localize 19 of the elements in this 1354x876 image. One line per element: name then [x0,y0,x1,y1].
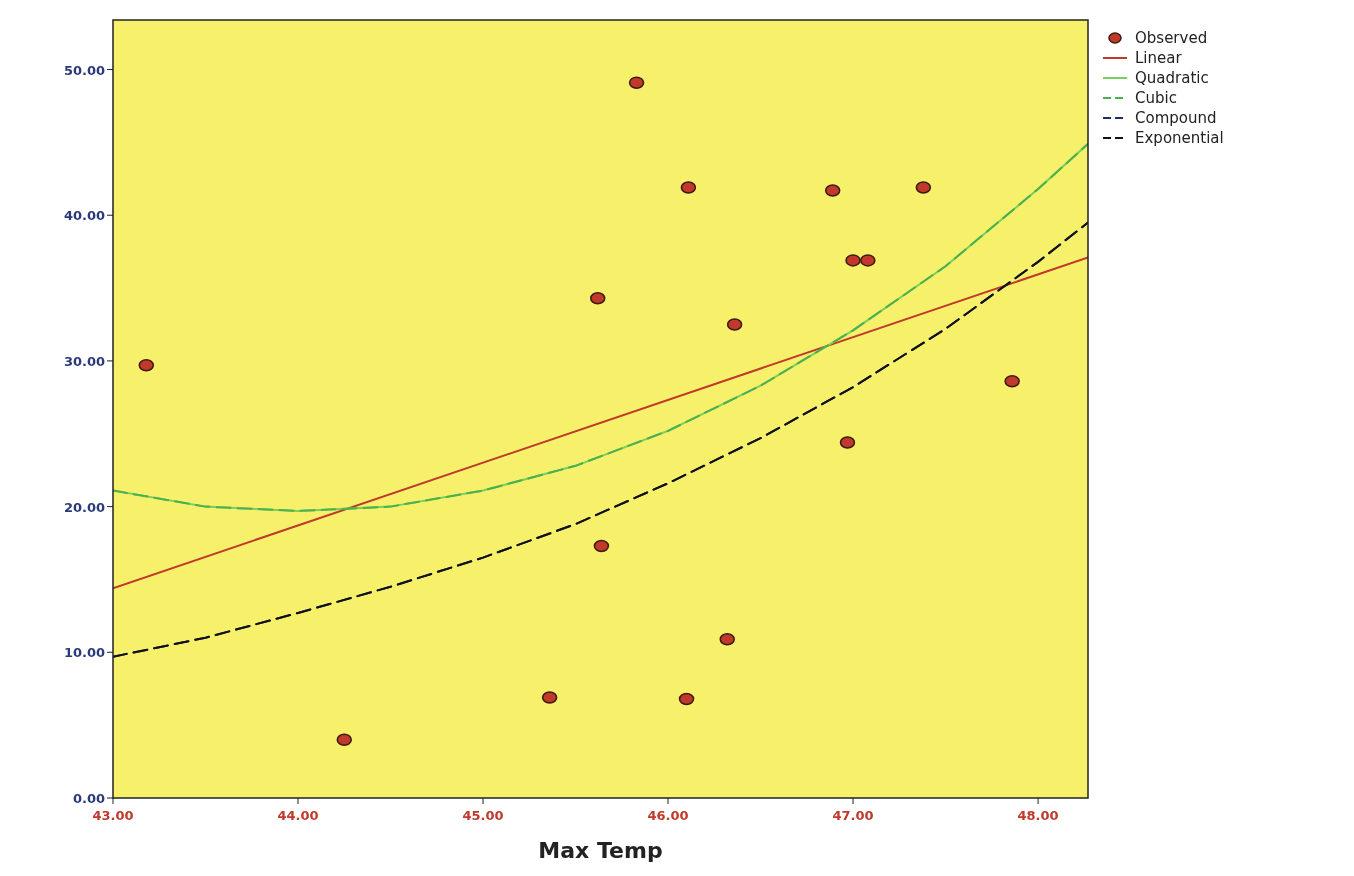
legend-label: Quadratic [1135,69,1209,87]
x-tick-label: 45.00 [462,808,504,823]
y-tick-label: 10.00 [63,645,105,661]
x-tick-label: 47.00 [832,808,874,823]
y-tick-label: 40.00 [63,208,105,224]
x-tick-label: 46.00 [647,808,689,823]
legend-label: Linear [1135,49,1183,67]
y-tick-label: 30.00 [63,353,105,369]
y-tick-label: 20.00 [63,499,105,515]
y-tick-label: 50.00 [63,62,105,78]
x-axis-title: Max Temp [538,838,663,863]
x-tick-label: 43.00 [92,808,134,823]
legend-label: Exponential [1135,129,1224,147]
legend-label: Cubic [1135,89,1177,107]
legend-label: Observed [1135,29,1208,47]
y-tick-label: 0.00 [72,791,105,806]
x-tick-label: 48.00 [1017,808,1059,823]
legend-label: Compound [1135,109,1217,127]
x-tick-label: 44.00 [277,808,319,823]
